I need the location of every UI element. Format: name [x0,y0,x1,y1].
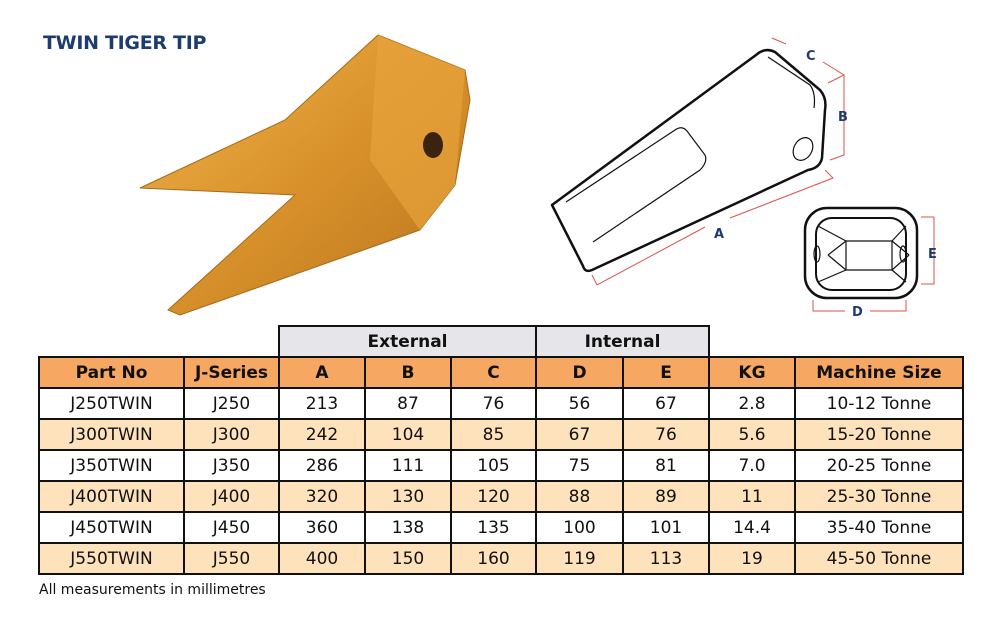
footnote: All measurements in millimetres [39,582,266,598]
table-cell: 111 [364,449,452,482]
table-cell: 87 [364,387,452,420]
header-row: Part No J-Series A B C D E KG Machine Si… [38,356,964,389]
table-cell: 89 [622,480,710,513]
table-cell: 35-40 Tonne [794,511,964,544]
table-cell: J350TWIN [38,449,185,482]
col-e: E [622,356,710,389]
table-cell: 242 [278,418,366,451]
spec-table: External Internal Part No J-Series A B C… [38,325,964,575]
table-cell: 2.8 [708,387,796,420]
table-row: J550TWIN J550 400 150 160 119 113 19 45-50 Tonne [38,542,964,575]
col-a: A [278,356,366,389]
table-cell: 25-30 Tonne [794,480,964,513]
table-cell: J550TWIN [38,542,185,575]
table-cell: 120 [450,480,537,513]
table-cell: 119 [535,542,624,575]
col-b: B [364,356,452,389]
table-cell: 88 [535,480,624,513]
table-cell: 14.4 [708,511,796,544]
table-cell: J450 [183,511,280,544]
table-cell: 85 [450,418,537,451]
table-cell: J350 [183,449,280,482]
table-cell: J300 [183,418,280,451]
col-d: D [535,356,624,389]
table-cell: 56 [535,387,624,420]
table-cell: 130 [364,480,452,513]
group-header-row: External Internal [39,325,963,358]
label-a: A [714,227,724,242]
table-row: J350TWIN J350 286 111 105 75 81 7.0 20-25 Tonne [38,449,964,482]
table-cell: 75 [535,449,624,482]
table-cell: 320 [278,480,366,513]
table-cell: J400 [183,480,280,513]
table-cell: J450TWIN [38,511,185,544]
label-c: C [806,49,816,64]
label-d: D [852,305,863,320]
table-cell: 286 [278,449,366,482]
table-cell: 67 [535,418,624,451]
table-cell: J300TWIN [38,418,185,451]
table-row: J400TWIN J400 320 130 120 88 89 11 25-30 Tonne [38,480,964,513]
table-cell: 138 [364,511,452,544]
table-cell: J250TWIN [38,387,185,420]
table-cell: 101 [622,511,710,544]
twin-tiger-tip-photo [139,34,471,316]
dimension-diagram: C B A E D [550,37,937,320]
table-cell: 135 [450,511,537,544]
table-cell: 10-12 Tonne [794,387,964,420]
table-cell: 104 [364,418,452,451]
page-title: TWIN TIGER TIP [43,32,207,54]
table-cell: 150 [364,542,452,575]
table-cell: 100 [535,511,624,544]
table-cell: 67 [622,387,710,420]
table-row: J250TWIN J250 213 87 76 56 67 2.8 10-12 Tonne [38,387,964,420]
table-cell: 7.0 [708,449,796,482]
table-cell: J250 [183,387,280,420]
label-b: B [838,110,848,125]
table-cell: J550 [183,542,280,575]
table-cell: 76 [450,387,537,420]
table-cell: 360 [278,511,366,544]
table-cell: J400TWIN [38,480,185,513]
table-cell: 81 [622,449,710,482]
table-cell: 20-25 Tonne [794,449,964,482]
group-external: External [278,325,537,357]
group-internal: Internal [535,325,710,357]
col-j-series: J-Series [183,356,280,389]
table-cell: 113 [622,542,710,575]
table-row: J450TWIN J450 360 138 135 100 101 14.4 35-40 Ton… [38,511,964,544]
table-cell: 400 [278,542,366,575]
col-part-no: Part No [38,356,185,389]
table-cell: 5.6 [708,418,796,451]
table-cell: 11 [708,480,796,513]
table-cell: 19 [708,542,796,575]
table-cell: 76 [622,418,710,451]
table-cell: 213 [278,387,366,420]
col-machine-size: Machine Size [794,356,964,389]
table-row: J300TWIN J300 242 104 85 67 76 5.6 15-20 Tonne [38,418,964,451]
table-cell: 105 [450,449,537,482]
col-kg: KG [708,356,796,389]
col-c: C [450,356,537,389]
table-cell: 160 [450,542,537,575]
table-cell: 45-50 Tonne [794,542,964,575]
label-e: E [928,247,937,262]
table-cell: 15-20 Tonne [794,418,964,451]
